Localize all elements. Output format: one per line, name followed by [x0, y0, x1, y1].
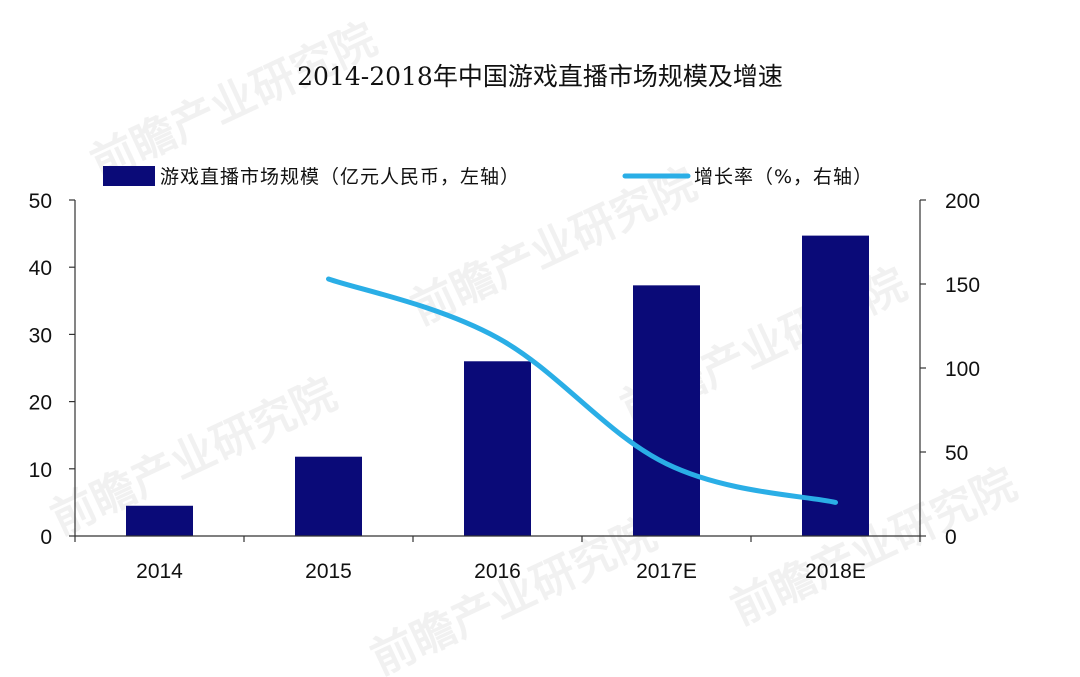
x-tick-label: 2014: [136, 560, 183, 583]
category-labels: 2014 2015 2016 2017E 2018E: [136, 560, 866, 583]
right-tick-label: 50: [945, 442, 968, 465]
left-tick-label: 30: [29, 324, 52, 347]
legend-label-bar: 游戏直播市场规模（亿元人民币，左轴）: [160, 166, 520, 188]
right-tick-label: 150: [945, 274, 980, 297]
right-axis-ticks: 0 50 100 150 200: [920, 190, 980, 549]
axes: [74, 200, 921, 542]
x-tick-label: 2016: [474, 560, 521, 583]
right-tick-label: 200: [945, 190, 980, 213]
watermark-text: 前瞻产业研究院: [724, 459, 1025, 635]
bar-2014: [126, 505, 193, 536]
left-tick-label: 40: [29, 257, 52, 280]
bar-2018E: [802, 235, 869, 536]
left-tick-label: 20: [29, 392, 52, 415]
left-tick-label: 50: [29, 190, 52, 213]
growth-rate-line: [326, 276, 838, 505]
left-axis-ticks: 0 10 20 30 40 50: [29, 190, 75, 549]
legend-label-line: 增长率（%，右轴）: [694, 166, 873, 188]
right-tick-label: 100: [945, 358, 980, 381]
left-tick-label: 0: [40, 526, 52, 549]
left-tick-label: 10: [29, 459, 52, 482]
watermark-text: 前瞻产业研究院: [84, 14, 385, 190]
legend-swatch-bar: [103, 166, 155, 186]
bar-2016: [464, 361, 531, 536]
bar-2017E: [633, 285, 700, 536]
bar-2015: [295, 456, 362, 536]
x-tick-label: 2017E: [636, 560, 697, 583]
chart-title: 2014-2018年中国游戏直播市场规模及增速: [297, 62, 783, 91]
bar-series: [126, 235, 869, 536]
x-tick-label: 2018E: [805, 560, 866, 583]
legend: 游戏直播市场规模（亿元人民币，左轴） 增长率（%，右轴）: [103, 166, 873, 188]
x-tick-label: 2015: [305, 560, 352, 583]
line-series: [326, 276, 838, 505]
right-tick-label: 0: [945, 526, 957, 549]
